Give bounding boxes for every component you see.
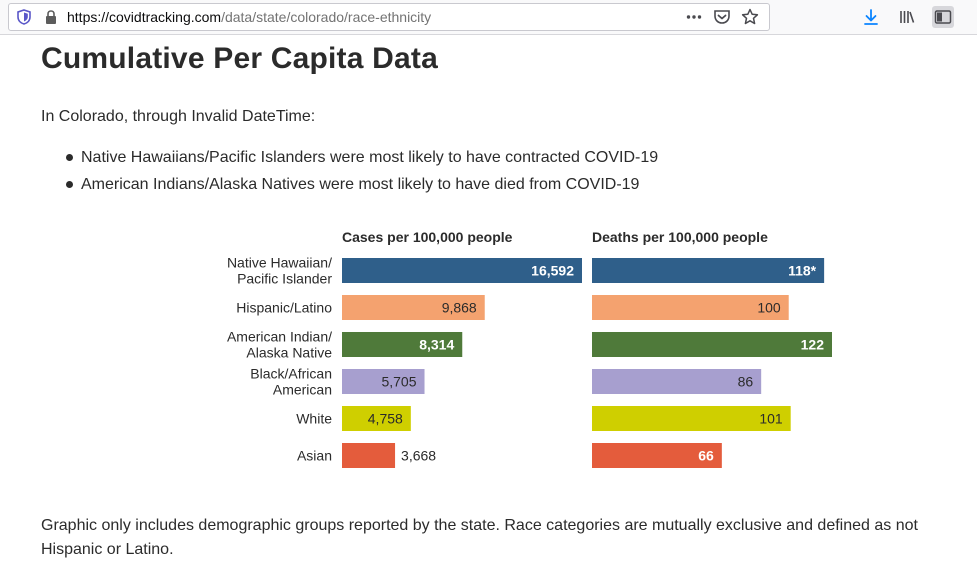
finding-item: Native Hawaiians/Pacific Islanders were … xyxy=(41,148,658,175)
category-label-line: Pacific Islander xyxy=(237,271,332,287)
bar xyxy=(592,258,825,283)
bar xyxy=(592,295,789,320)
bar xyxy=(592,332,832,357)
bar xyxy=(342,258,582,283)
tracking-protection-shield-icon[interactable] xyxy=(17,9,31,25)
bar xyxy=(592,443,722,468)
url-path: /data/state/colorado/race-ethnicity xyxy=(221,9,432,25)
more-actions-icon[interactable] xyxy=(685,8,703,26)
lock-icon[interactable] xyxy=(45,10,57,24)
finding-text: Native Hawaiians/Pacific Islanders were … xyxy=(81,149,659,166)
downloads-button[interactable] xyxy=(860,6,882,28)
series-header: Cases per 100,000 people xyxy=(342,229,513,245)
bullet-icon xyxy=(66,154,73,161)
category-label: Native Hawaiian/Pacific Islander xyxy=(227,255,332,287)
category-label-line: Black/African xyxy=(250,366,332,382)
data-label: 86 xyxy=(738,374,754,390)
category-label-line: American xyxy=(273,382,332,398)
footnote: Graphic only includes demographic groups… xyxy=(41,517,918,558)
category-label: Asian xyxy=(297,448,332,464)
data-label: 100 xyxy=(757,300,781,316)
data-label: 101 xyxy=(759,411,783,427)
bar xyxy=(592,369,762,394)
data-label: 3,668 xyxy=(401,448,436,464)
bar xyxy=(342,295,485,320)
findings-list: Native Hawaiians/Pacific Islanders were … xyxy=(41,148,658,202)
category-label: White xyxy=(296,411,332,427)
bar xyxy=(342,369,425,394)
bar xyxy=(342,443,396,468)
intro-text: In Colorado, through Invalid DateTime: xyxy=(41,108,316,125)
pocket-icon[interactable] xyxy=(713,8,731,26)
page-title: Cumulative Per Capita Data xyxy=(41,42,438,75)
bar xyxy=(342,332,463,357)
data-label: 122 xyxy=(801,337,825,353)
category-label: Hispanic/Latino xyxy=(236,300,332,316)
finding-item: American Indians/Alaska Natives were mos… xyxy=(41,175,658,202)
category-label: Black/African American xyxy=(250,366,332,398)
browser-toolbar: https://covidtracking.com/data/state/col… xyxy=(0,0,977,35)
bullet-icon xyxy=(66,181,73,188)
bar xyxy=(342,406,411,431)
data-label: 16,592 xyxy=(531,263,574,279)
bookmark-star-icon[interactable] xyxy=(741,8,759,26)
url-bar[interactable]: https://covidtracking.com/data/state/col… xyxy=(8,3,770,31)
library-button[interactable] xyxy=(896,6,918,28)
download-arrow-icon xyxy=(864,9,878,25)
category-label: American Indian/Alaska Native xyxy=(227,329,332,361)
category-label-line: Native Hawaiian/ xyxy=(227,255,332,271)
url-actions xyxy=(685,8,759,26)
url-host: https://covidtracking.com xyxy=(67,9,222,25)
toolbar-right-buttons xyxy=(860,6,954,28)
data-label: 66 xyxy=(698,448,714,464)
data-label: 4,758 xyxy=(368,411,403,427)
data-label: 8,314 xyxy=(419,337,454,353)
data-label: 5,705 xyxy=(381,374,416,390)
sidebar-toggle-button[interactable] xyxy=(932,6,954,28)
category-label-line: American Indian/ xyxy=(227,329,332,345)
finding-text: American Indians/Alaska Natives were mos… xyxy=(81,176,640,193)
sidebar-icon xyxy=(934,10,952,24)
per-capita-bar-chart: Cases per 100,000 people Deaths per 100,0… xyxy=(227,229,832,468)
category-label-line: Alaska Native xyxy=(246,345,332,361)
data-label: 9,868 xyxy=(442,300,477,316)
url-text[interactable]: https://covidtracking.com/data/state/col… xyxy=(67,9,431,25)
library-icon xyxy=(900,11,915,23)
bar xyxy=(592,406,791,431)
series-header: Deaths per 100,000 people xyxy=(592,229,768,245)
data-label: 118* xyxy=(788,263,817,279)
